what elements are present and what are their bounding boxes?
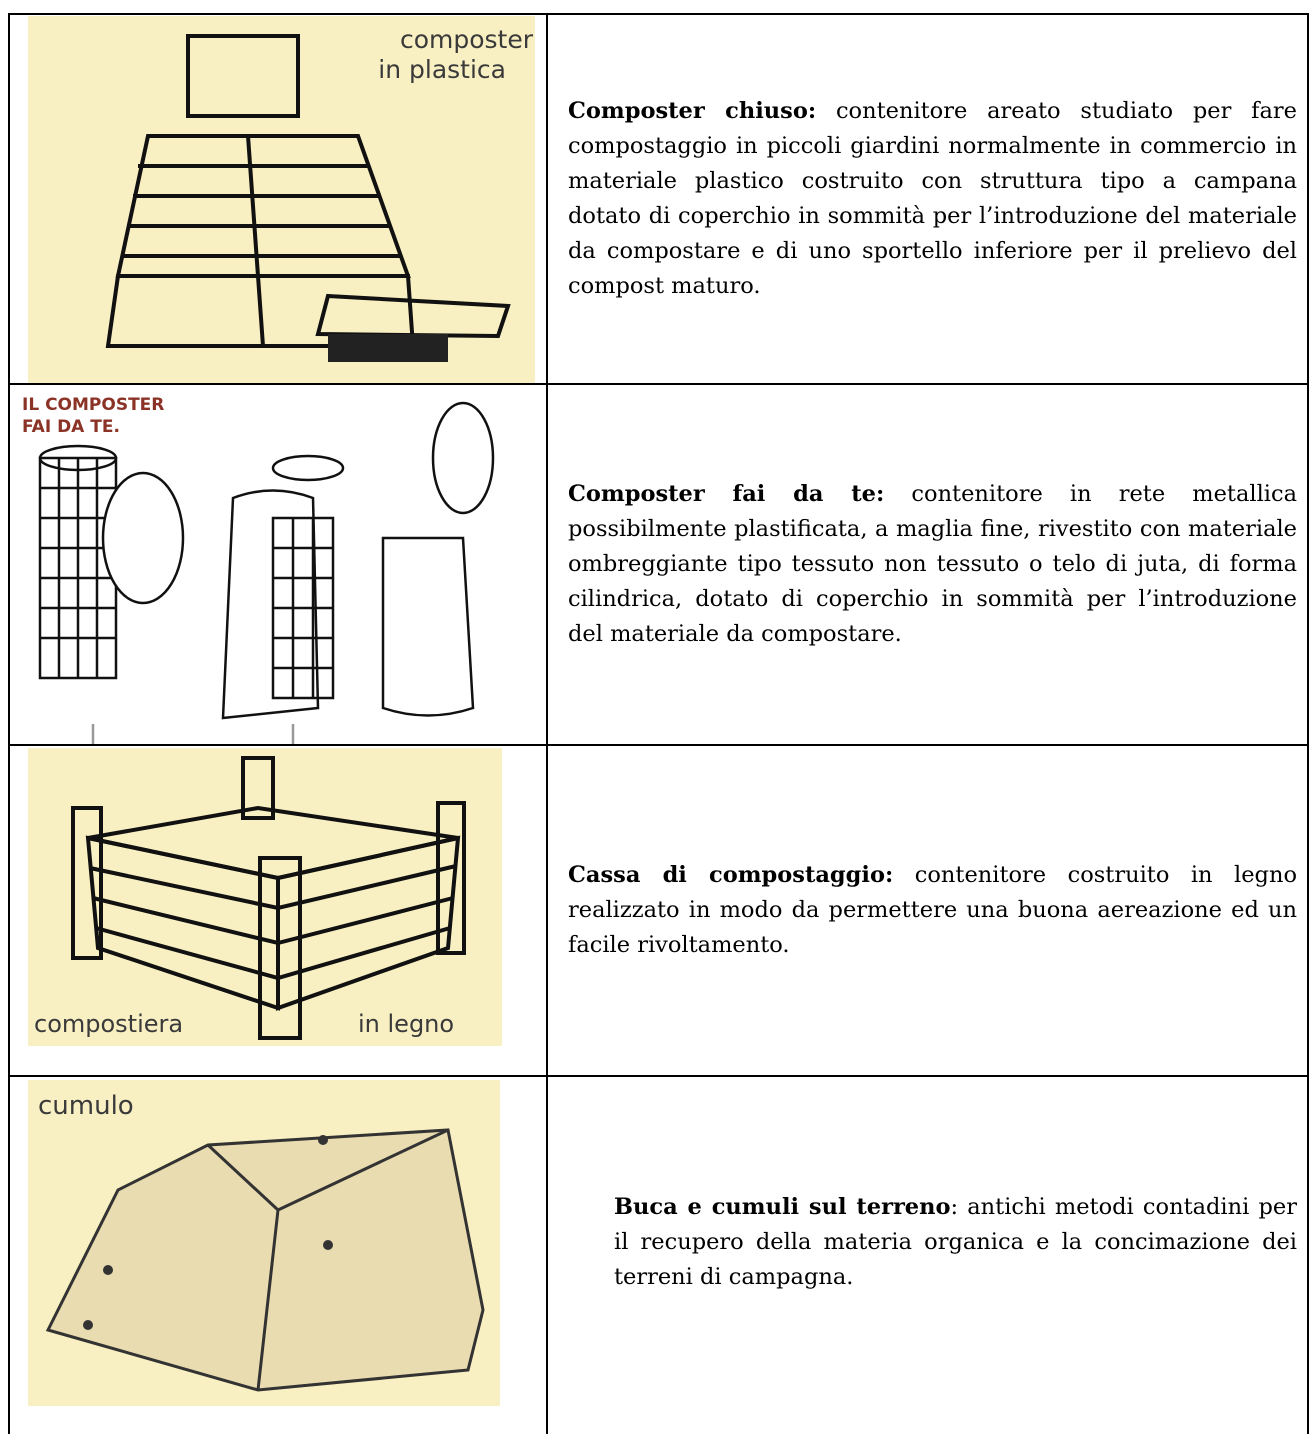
description: Buca e cumuli sul terreno: antichi metod… [614,1190,1297,1295]
description-cell: Composter fai da te: contenitore in rete… [550,385,1297,744]
term: Buca e cumuli sul terreno [614,1193,951,1220]
description: Composter fai da te: contenitore in rete… [568,477,1297,652]
image-label: in plastica [378,55,506,84]
description-text: : antichi metodi contadini per il recupe… [614,1193,1297,1290]
description-text: contenitore in rete metallica possibilme… [568,481,1297,647]
table-border [8,13,10,1434]
term: Composter chiuso: [568,98,817,124]
column-divider [546,13,548,1434]
term: Composter fai da te: [568,481,885,507]
description-cell: Cassa di compostaggio: contenitore costr… [550,746,1297,1075]
image-label: compostiera [34,1010,183,1038]
description-cell: Buca e cumuli sul terreno: antichi metod… [550,1077,1297,1407]
row-divider [8,1075,1309,1077]
image-label: IL COMPOSTER [22,395,164,415]
composter-diy-illustration: IL COMPOSTER FAI DA TE. [18,388,546,744]
image-label: FAI DA TE. [22,417,120,437]
wooden-composter-illustration: compostiera in legno [28,748,502,1046]
table-border [1307,13,1309,1434]
term: Cassa di compostaggio: [568,862,894,888]
image-label: in legno [358,1010,454,1038]
description-cell: Composter chiuso: contenitore areato stu… [550,15,1297,383]
compost-pile-illustration: cumulo [28,1080,500,1406]
table-border [8,13,1309,15]
image-label: cumulo [38,1091,134,1121]
description: Cassa di compostaggio: contenitore costr… [568,858,1297,963]
composter-plastic-illustration: composter in plastica [28,16,535,383]
description-text: contenitore areato studiato per fare com… [568,98,1297,299]
description-text: contenitore costruito in legno realizzat… [568,862,1297,958]
image-label: composter [400,25,534,54]
row-divider [8,383,1309,385]
description: Composter chiuso: contenitore areato stu… [568,94,1297,304]
row-divider [8,744,1309,746]
